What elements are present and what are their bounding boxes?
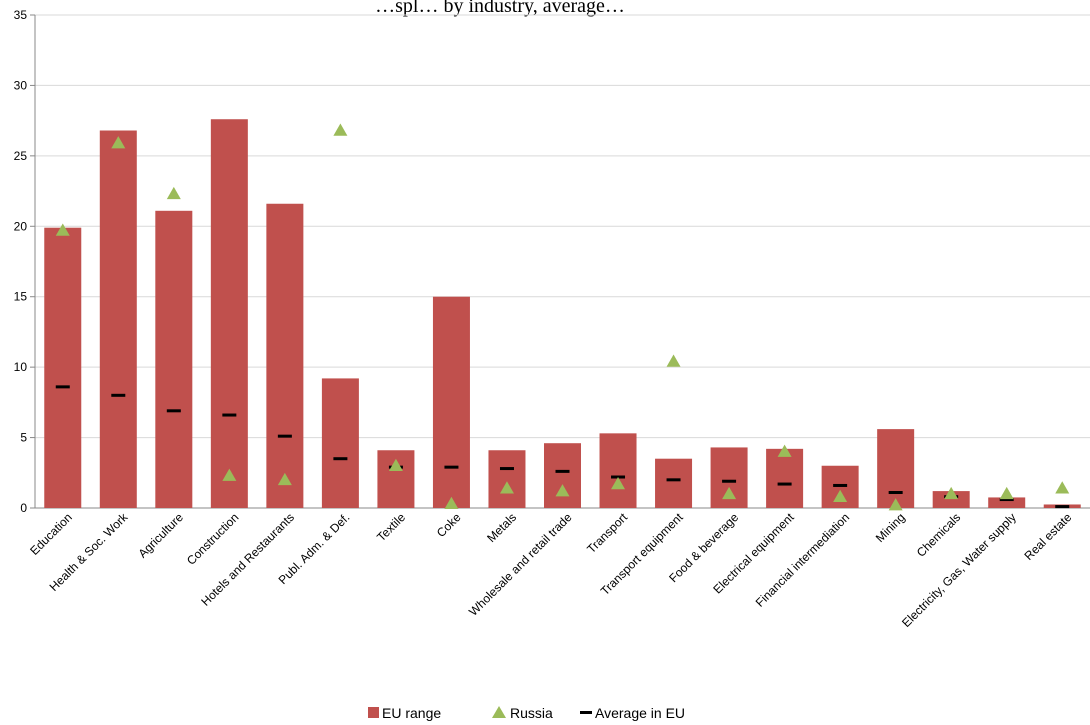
marker-average-eu bbox=[611, 475, 626, 479]
marker-russia bbox=[444, 496, 459, 510]
marker-average-eu bbox=[555, 469, 570, 473]
x-tick-label: Electricity, Gas, Water supply bbox=[899, 510, 1019, 630]
bar-eu-range bbox=[877, 429, 915, 508]
marker-average-eu bbox=[666, 478, 681, 482]
marker-russia bbox=[222, 468, 237, 481]
x-tick-label: Hotels and Restaurants bbox=[198, 510, 297, 609]
y-tick-label: 15 bbox=[14, 290, 28, 304]
marker-russia bbox=[944, 486, 959, 500]
marker-russia bbox=[833, 489, 848, 502]
legend-swatch-russia bbox=[492, 706, 506, 718]
bars bbox=[44, 119, 1081, 509]
marker-average-eu bbox=[833, 483, 848, 487]
marker-russia bbox=[166, 186, 181, 200]
marker-russia bbox=[388, 458, 403, 471]
marker-average-eu bbox=[166, 409, 181, 413]
x-tick-label: Wholesale and retail trade bbox=[466, 510, 575, 619]
marker-russia bbox=[888, 498, 903, 511]
bar-eu-range bbox=[321, 378, 359, 508]
marker-average-eu bbox=[222, 413, 237, 417]
x-tick-label: Financial intermediation bbox=[753, 510, 853, 610]
y-tick-label: 20 bbox=[14, 219, 28, 233]
chart-title: …spl… by industry, average… bbox=[375, 0, 625, 17]
x-tick-label: Coke bbox=[434, 510, 464, 540]
gridlines bbox=[35, 14, 1090, 439]
marker-average-eu bbox=[277, 434, 292, 438]
marker-average-eu bbox=[111, 393, 126, 397]
marker-average-eu bbox=[499, 467, 514, 471]
legend: EU range Russia Average in EU bbox=[368, 705, 685, 721]
bar-eu-range bbox=[655, 458, 693, 508]
x-tick-label: Transport bbox=[584, 510, 630, 556]
marker-russia bbox=[1055, 481, 1070, 494]
x-tick-label: Mining bbox=[873, 510, 908, 545]
marker-russia bbox=[611, 477, 626, 490]
bar-eu-range bbox=[544, 443, 581, 508]
marker-russia bbox=[55, 223, 70, 236]
marker-russia bbox=[777, 444, 792, 457]
marker-average-eu bbox=[888, 491, 903, 495]
x-tick-label: Metals bbox=[484, 510, 519, 545]
bar-eu-range bbox=[44, 227, 82, 509]
marker-russia bbox=[555, 484, 570, 497]
marker-russia bbox=[277, 472, 292, 486]
x-tick-label: Real estate bbox=[1022, 510, 1075, 563]
y-tick-label: 30 bbox=[14, 78, 28, 92]
marker-average-eu bbox=[777, 482, 792, 486]
legend-swatch-average-eu bbox=[580, 711, 592, 714]
marker-average-eu bbox=[1055, 505, 1070, 509]
bar-eu-range bbox=[266, 203, 304, 508]
marker-average-eu bbox=[333, 457, 348, 461]
y-tick-label: 10 bbox=[14, 360, 28, 374]
marker-average-eu bbox=[722, 479, 737, 483]
legend-label-eu-range: EU range bbox=[382, 705, 441, 721]
bar-eu-range bbox=[932, 491, 970, 508]
bar-eu-range bbox=[210, 119, 248, 508]
legend-label-average-eu: Average in EU bbox=[595, 705, 685, 721]
bar-eu-range bbox=[766, 448, 804, 508]
bar-eu-range bbox=[488, 450, 526, 508]
legend-swatch-eu-range bbox=[368, 707, 379, 718]
marker-average-eu bbox=[55, 385, 70, 389]
marker-russia bbox=[499, 481, 514, 494]
marker-average-eu bbox=[444, 465, 459, 469]
marker-russia bbox=[666, 354, 681, 367]
bar-eu-range bbox=[99, 130, 137, 508]
marker-russia bbox=[999, 486, 1014, 500]
x-tick-label: Agriculture bbox=[135, 510, 186, 561]
y-tick-label: 0 bbox=[20, 501, 27, 515]
legend-label-russia: Russia bbox=[510, 705, 553, 721]
bar-eu-range bbox=[988, 497, 1026, 508]
y-tick-label: 35 bbox=[14, 8, 28, 22]
x-tick-label: Chemicals bbox=[914, 510, 964, 560]
bar-eu-range bbox=[432, 296, 470, 508]
marker-russia bbox=[333, 123, 348, 136]
x-tick-label: Education bbox=[27, 510, 75, 558]
bar-eu-range bbox=[155, 210, 193, 508]
bar-eu-range bbox=[599, 433, 637, 508]
x-tick-label: Textile bbox=[374, 510, 408, 544]
x-tick-label: Construction bbox=[184, 510, 242, 568]
y-tick-label: 5 bbox=[20, 431, 27, 445]
marker-russia bbox=[722, 486, 737, 500]
marker-russia bbox=[111, 136, 126, 149]
y-tick-label: 25 bbox=[14, 149, 28, 163]
markers bbox=[55, 123, 1070, 511]
marker-average-eu bbox=[999, 498, 1014, 502]
